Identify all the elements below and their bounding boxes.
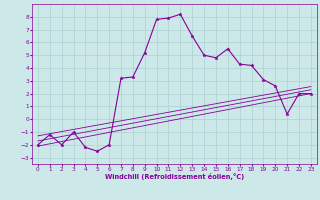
X-axis label: Windchill (Refroidissement éolien,°C): Windchill (Refroidissement éolien,°C) [105,173,244,180]
